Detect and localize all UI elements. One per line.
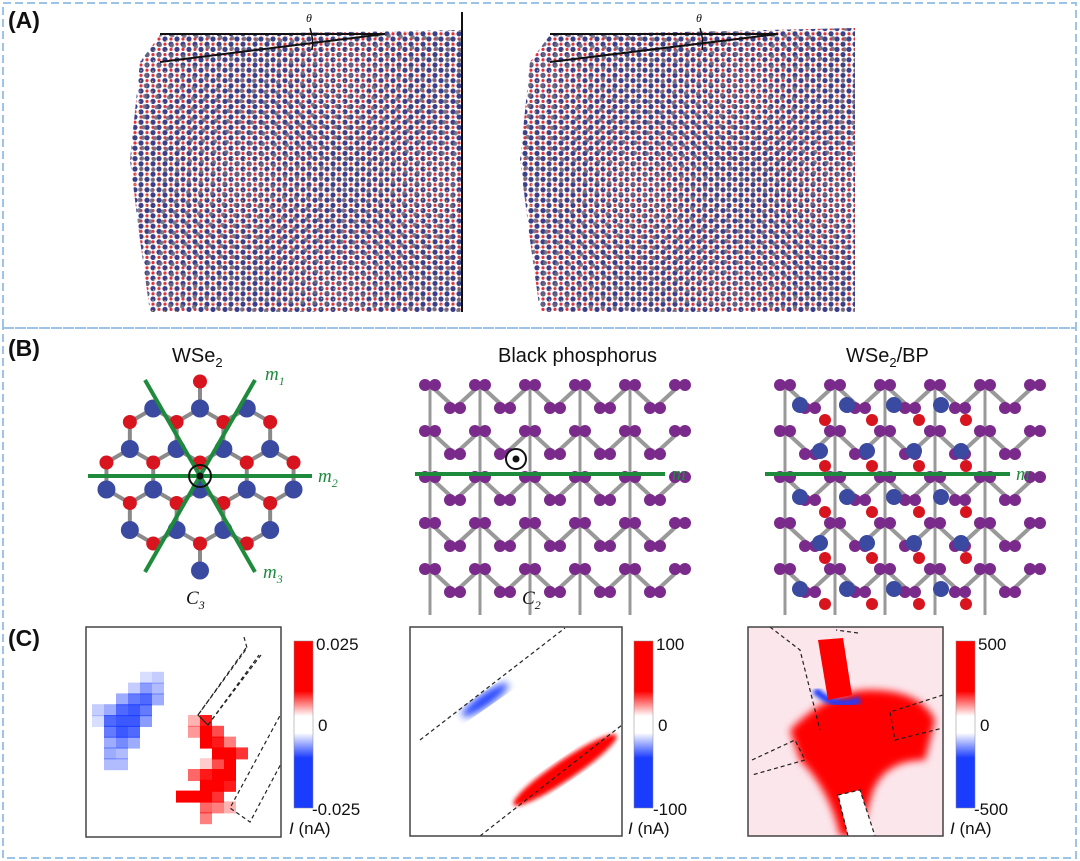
svg-text:-100: -100	[653, 800, 687, 819]
c3-label: C3	[186, 588, 205, 612]
m2-label: m2	[318, 466, 338, 490]
svg-text:0.025: 0.025	[316, 635, 359, 654]
photocurrent-map-bp	[419, 627, 622, 836]
c2-label: C2	[522, 588, 541, 612]
panel-a-frame	[2, 2, 1077, 329]
svg-text:500: 500	[978, 635, 1006, 654]
svg-text:I (nA): I (nA)	[628, 819, 670, 838]
bp-title: Black phosphorus	[498, 345, 657, 367]
panel-a-label: (A)	[8, 7, 40, 33]
panel-c-label: (C)	[8, 625, 40, 651]
moire-lattice-left: θ	[130, 11, 463, 312]
panel-bc-frame	[2, 327, 1077, 859]
moire-lattice-right: θ	[520, 11, 855, 312]
svg-text:I (nA): I (nA)	[289, 819, 331, 838]
wse2-bp-lattice	[774, 379, 1046, 615]
hetero-title: WSe2/BP	[846, 345, 929, 370]
wse2-title: WSe2	[172, 345, 223, 370]
bp-lattice	[419, 379, 691, 615]
colorbar-3: 500 0 -500 I (nA)	[950, 635, 1008, 838]
photocurrent-map-hetero	[748, 627, 943, 836]
m1-label: m1	[265, 364, 285, 388]
wse2-lattice	[97, 374, 303, 580]
svg-text:0: 0	[658, 716, 667, 735]
svg-text:0: 0	[318, 716, 327, 735]
m-label-bp: m	[672, 464, 686, 485]
photocurrent-map-wse2	[92, 636, 281, 825]
m-label-hetero: m	[1016, 464, 1030, 485]
colorbar-2: 100 0 -100 I (nA)	[628, 635, 687, 838]
m3-label: m3	[263, 562, 283, 586]
svg-text:-0.025: -0.025	[312, 800, 360, 819]
theta-label-left: θ	[306, 11, 312, 25]
svg-text:100: 100	[656, 635, 684, 654]
theta-label-right: θ	[696, 11, 702, 25]
svg-text:-500: -500	[974, 800, 1008, 819]
rotation-axis-icon	[188, 464, 212, 488]
svg-text:0: 0	[980, 716, 989, 735]
colorbar-1: 0.025 0 -0.025 I (nA)	[289, 635, 360, 838]
svg-text:I (nA): I (nA)	[950, 819, 992, 838]
panel-b-label: (B)	[8, 335, 40, 361]
